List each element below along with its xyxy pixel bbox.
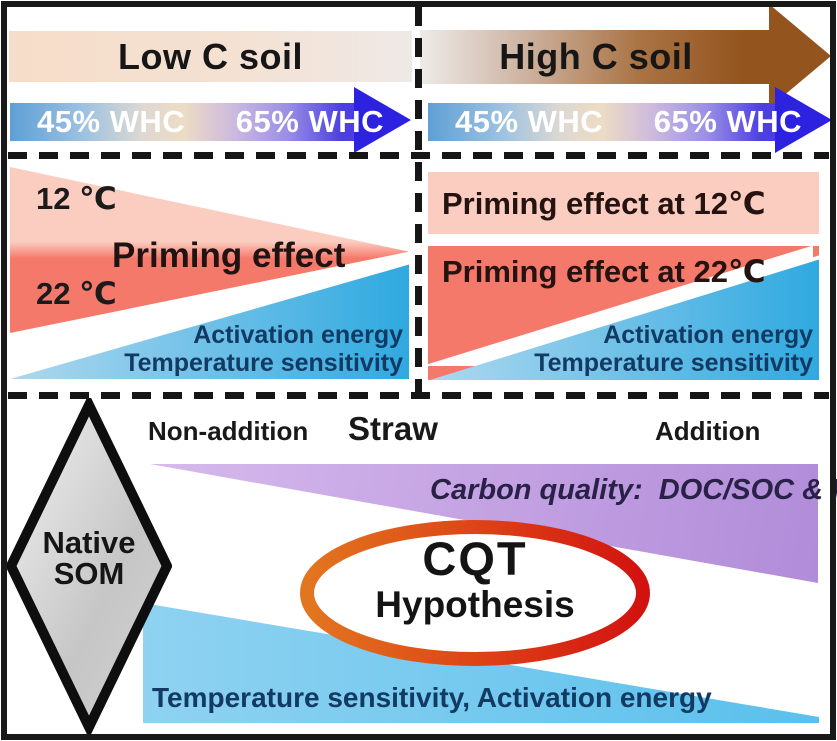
temperature-sensitivity-activation-label: Temperature sensitivity, Activation ener… bbox=[152, 682, 712, 713]
high-c-soil-arrow-body bbox=[420, 30, 772, 84]
carbon-quality-value: : DOC/SOC & R bbox=[633, 474, 837, 506]
whc-right-end-label: 65% WHC bbox=[653, 104, 802, 139]
native-line: Native bbox=[42, 525, 136, 560]
priming-12c-bar bbox=[428, 172, 819, 234]
whc-arrow-left-labels: 45% WHC 65% WHC bbox=[10, 103, 384, 141]
temperature-sensitivity-line: Temperature sensitivity bbox=[534, 348, 813, 377]
activation-energy-line: Activation energy bbox=[603, 321, 813, 349]
activation-energy-line: Activation energy bbox=[193, 321, 403, 349]
whc-right-start-label: 45% WHC bbox=[455, 104, 604, 139]
priming-12c-label: Priming effect at 12℃ bbox=[442, 186, 766, 221]
priming-effect-label: Priming effect bbox=[112, 236, 346, 275]
priming-22c-label: Priming effect at 22℃ bbox=[442, 254, 766, 289]
low-c-soil-bar: Low C soil bbox=[9, 31, 412, 82]
cqt-ellipse-ring bbox=[300, 520, 650, 666]
hypothesis-label: Hypothesis bbox=[375, 584, 575, 625]
whc-left-end-label: 65% WHC bbox=[235, 104, 384, 139]
native-som-diamond bbox=[6, 398, 172, 734]
carbon-quality-label: Carbon quality: DOC/SOC & R0 bbox=[430, 474, 837, 512]
low-c-soil-label: Low C soil bbox=[118, 35, 303, 77]
temp-12c-label: 12 ℃ bbox=[36, 181, 117, 216]
non-addition-label: Non-addition bbox=[148, 416, 309, 446]
straw-label: Straw bbox=[348, 410, 438, 447]
addition-label: Addition bbox=[655, 416, 761, 446]
dashed-divider-vertical bbox=[415, 7, 422, 399]
activation-energy-text-right: Activation energy Temperature sensitivit… bbox=[528, 321, 813, 377]
whc-arrow-left-body bbox=[10, 103, 356, 141]
som-line: SOM bbox=[53, 556, 125, 591]
whc-left-start-label: 45% WHC bbox=[37, 104, 186, 139]
whc-arrow-right-body bbox=[428, 103, 776, 141]
temperature-sensitivity-line: Temperature sensitivity bbox=[124, 348, 403, 377]
cqt-label: CQT bbox=[422, 532, 528, 585]
carbon-quality-italic: Carbon quality bbox=[430, 474, 634, 506]
high-c-soil-label: High C soil bbox=[499, 36, 693, 77]
temp-22c-label: 22 ℃ bbox=[36, 276, 117, 311]
activation-energy-text-left: Activation energy Temperature sensitivit… bbox=[118, 321, 403, 377]
native-som-label: Native SOM bbox=[6, 527, 172, 589]
whc-arrow-right-labels: 45% WHC 65% WHC bbox=[428, 103, 802, 141]
high-c-soil-label-wrap: High C soil bbox=[420, 30, 772, 84]
